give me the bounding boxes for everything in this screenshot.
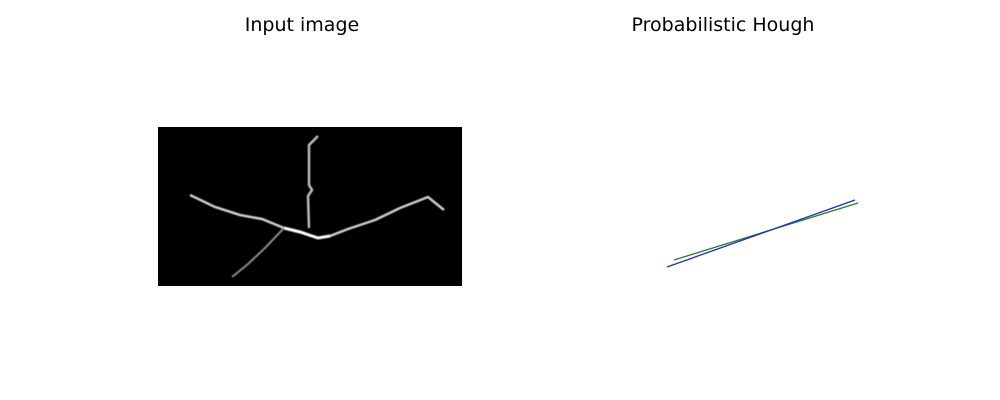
skeleton-edges [189,135,445,278]
input-image [158,127,462,286]
edge-diagonal [231,227,285,278]
input-image-title: Input image [244,14,360,36]
hough-lines [666,199,859,268]
edge-center [283,226,331,240]
edge-vertical [306,135,319,229]
hough-line-blue [666,199,856,268]
probabilistic-hough-title: Probabilistic Hough [631,14,815,36]
